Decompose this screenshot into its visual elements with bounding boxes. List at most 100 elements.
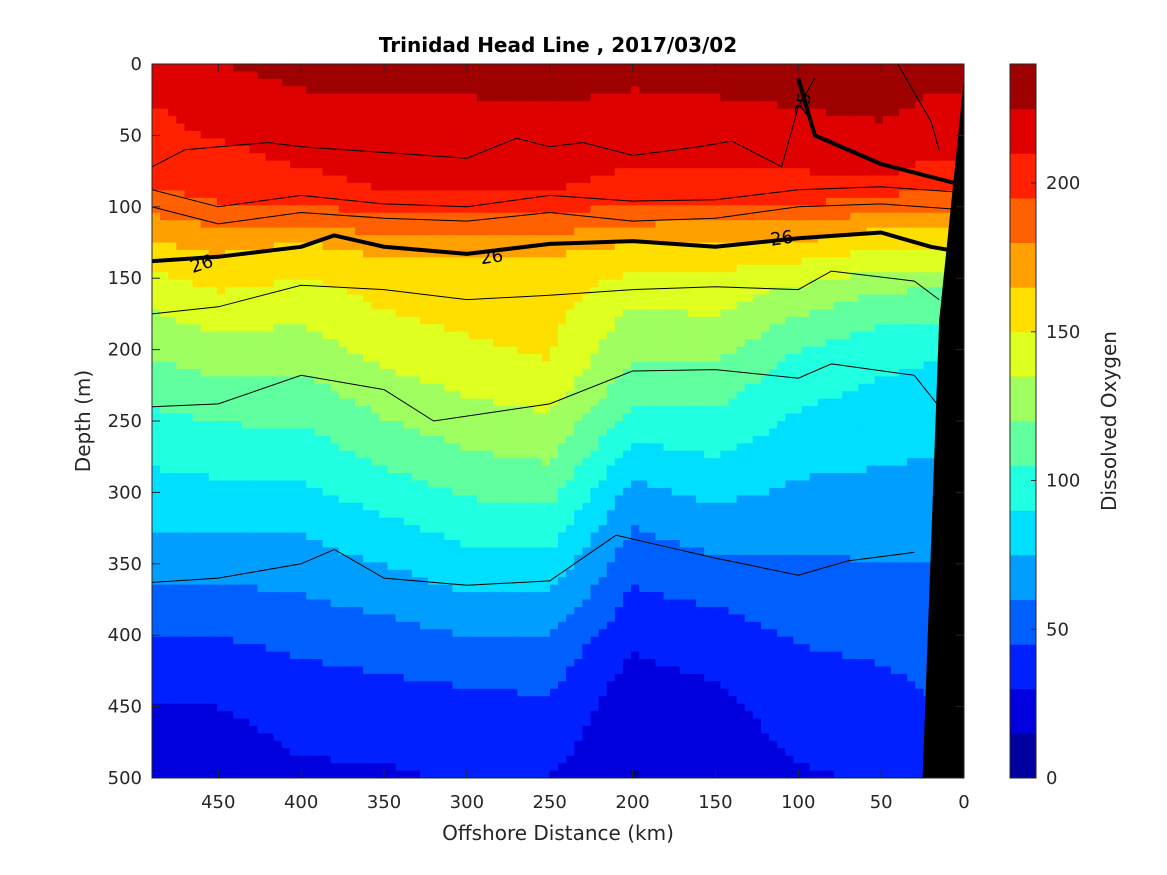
heatmap-cell bbox=[493, 562, 502, 571]
heatmap-cell bbox=[493, 101, 502, 110]
heatmap-cell bbox=[346, 108, 356, 117]
heatmap-cell bbox=[428, 309, 437, 318]
heatmap-cell bbox=[225, 361, 234, 370]
heatmap-cell bbox=[541, 592, 551, 601]
heatmap-cell bbox=[233, 361, 242, 370]
heatmap-cell bbox=[355, 748, 364, 757]
heatmap-cell bbox=[549, 621, 559, 630]
heatmap-cell bbox=[436, 108, 445, 117]
heatmap-cell bbox=[160, 636, 169, 645]
heatmap-cell bbox=[566, 86, 575, 95]
heatmap-cell bbox=[379, 168, 389, 177]
heatmap-cell bbox=[395, 540, 405, 549]
heatmap-cell bbox=[509, 554, 518, 563]
heatmap-cell bbox=[566, 235, 575, 244]
heatmap-cell bbox=[387, 540, 397, 549]
heatmap-cell bbox=[241, 547, 251, 556]
heatmap-cell bbox=[411, 183, 421, 192]
heatmap-cell bbox=[184, 264, 194, 273]
heatmap-cell bbox=[184, 287, 194, 296]
heatmap-cell bbox=[208, 673, 218, 682]
heatmap-cell bbox=[533, 636, 543, 645]
heatmap-cell bbox=[363, 725, 372, 734]
heatmap-cell bbox=[549, 368, 559, 377]
heatmap-cell bbox=[160, 495, 169, 504]
heatmap-cell bbox=[152, 584, 161, 593]
heatmap-cell bbox=[176, 160, 186, 169]
heatmap-cell bbox=[208, 606, 218, 615]
heatmap-cell bbox=[346, 205, 356, 214]
heatmap-cell bbox=[208, 116, 218, 125]
heatmap-cell bbox=[273, 205, 283, 214]
heatmap-cell bbox=[509, 116, 518, 125]
heatmap-cell bbox=[484, 302, 494, 311]
heatmap-cell bbox=[379, 495, 389, 504]
heatmap-cell bbox=[338, 242, 348, 251]
heatmap-cell bbox=[176, 495, 186, 504]
heatmap-cell bbox=[314, 718, 324, 727]
heatmap-cell bbox=[257, 302, 267, 311]
heatmap-cell bbox=[444, 123, 454, 132]
heatmap-cell bbox=[330, 257, 340, 266]
heatmap-cell bbox=[208, 391, 218, 400]
heatmap-cell bbox=[192, 227, 202, 236]
heatmap-cell bbox=[184, 175, 194, 184]
heatmap-cell bbox=[517, 592, 527, 601]
heatmap-cell bbox=[566, 130, 575, 139]
heatmap-cell bbox=[330, 636, 340, 645]
heatmap-cell bbox=[257, 168, 267, 177]
heatmap-cell bbox=[493, 64, 502, 73]
heatmap-cell bbox=[257, 666, 267, 675]
heatmap-cell bbox=[355, 183, 364, 192]
heatmap-cell bbox=[290, 354, 299, 363]
heatmap-cell bbox=[290, 361, 299, 370]
heatmap-cell bbox=[541, 153, 551, 162]
heatmap-cell bbox=[484, 525, 494, 534]
heatmap-cell bbox=[330, 421, 340, 430]
heatmap-cell bbox=[257, 688, 267, 697]
heatmap-cell bbox=[387, 130, 397, 139]
heatmap-cell bbox=[176, 629, 186, 638]
heatmap-cell bbox=[200, 666, 210, 675]
heatmap-cell bbox=[306, 733, 315, 742]
heatmap-cell bbox=[501, 160, 510, 169]
heatmap-cell bbox=[322, 190, 332, 199]
heatmap-cell bbox=[241, 532, 251, 541]
heatmap-cell bbox=[411, 398, 421, 407]
heatmap-cell bbox=[330, 287, 340, 296]
heatmap-cell bbox=[484, 614, 494, 623]
heatmap-cell bbox=[306, 532, 315, 541]
heatmap-cell bbox=[241, 78, 251, 87]
heatmap-cell bbox=[160, 450, 169, 459]
heatmap-cell bbox=[566, 287, 575, 296]
heatmap-cell bbox=[184, 324, 194, 333]
heatmap-cell bbox=[338, 324, 348, 333]
heatmap-cell bbox=[249, 316, 259, 325]
heatmap-cell bbox=[233, 331, 242, 340]
heatmap-cell bbox=[338, 473, 348, 482]
heatmap-cell bbox=[298, 153, 307, 162]
heatmap-cell bbox=[525, 302, 535, 311]
heatmap-cell bbox=[452, 183, 462, 192]
heatmap-cell bbox=[484, 368, 494, 377]
heatmap-cell bbox=[176, 123, 186, 132]
heatmap-cell bbox=[314, 406, 324, 415]
heatmap-cell bbox=[233, 473, 242, 482]
heatmap-cell bbox=[436, 101, 445, 110]
heatmap-cell bbox=[493, 339, 502, 348]
heatmap-cell bbox=[281, 235, 291, 244]
heatmap-cell bbox=[257, 242, 267, 251]
heatmap-cell bbox=[281, 458, 291, 467]
heatmap-cell bbox=[176, 86, 186, 95]
heatmap-cell bbox=[525, 116, 535, 125]
heatmap-cell bbox=[322, 324, 332, 333]
heatmap-cell bbox=[281, 554, 291, 563]
heatmap-cell bbox=[533, 480, 543, 489]
heatmap-cell bbox=[493, 740, 502, 749]
heatmap-cell bbox=[428, 153, 437, 162]
heatmap-cell bbox=[168, 116, 177, 125]
heatmap-cell bbox=[355, 517, 364, 526]
heatmap-cell bbox=[176, 257, 186, 266]
heatmap-cell bbox=[322, 71, 332, 80]
heatmap-cell bbox=[168, 160, 177, 169]
